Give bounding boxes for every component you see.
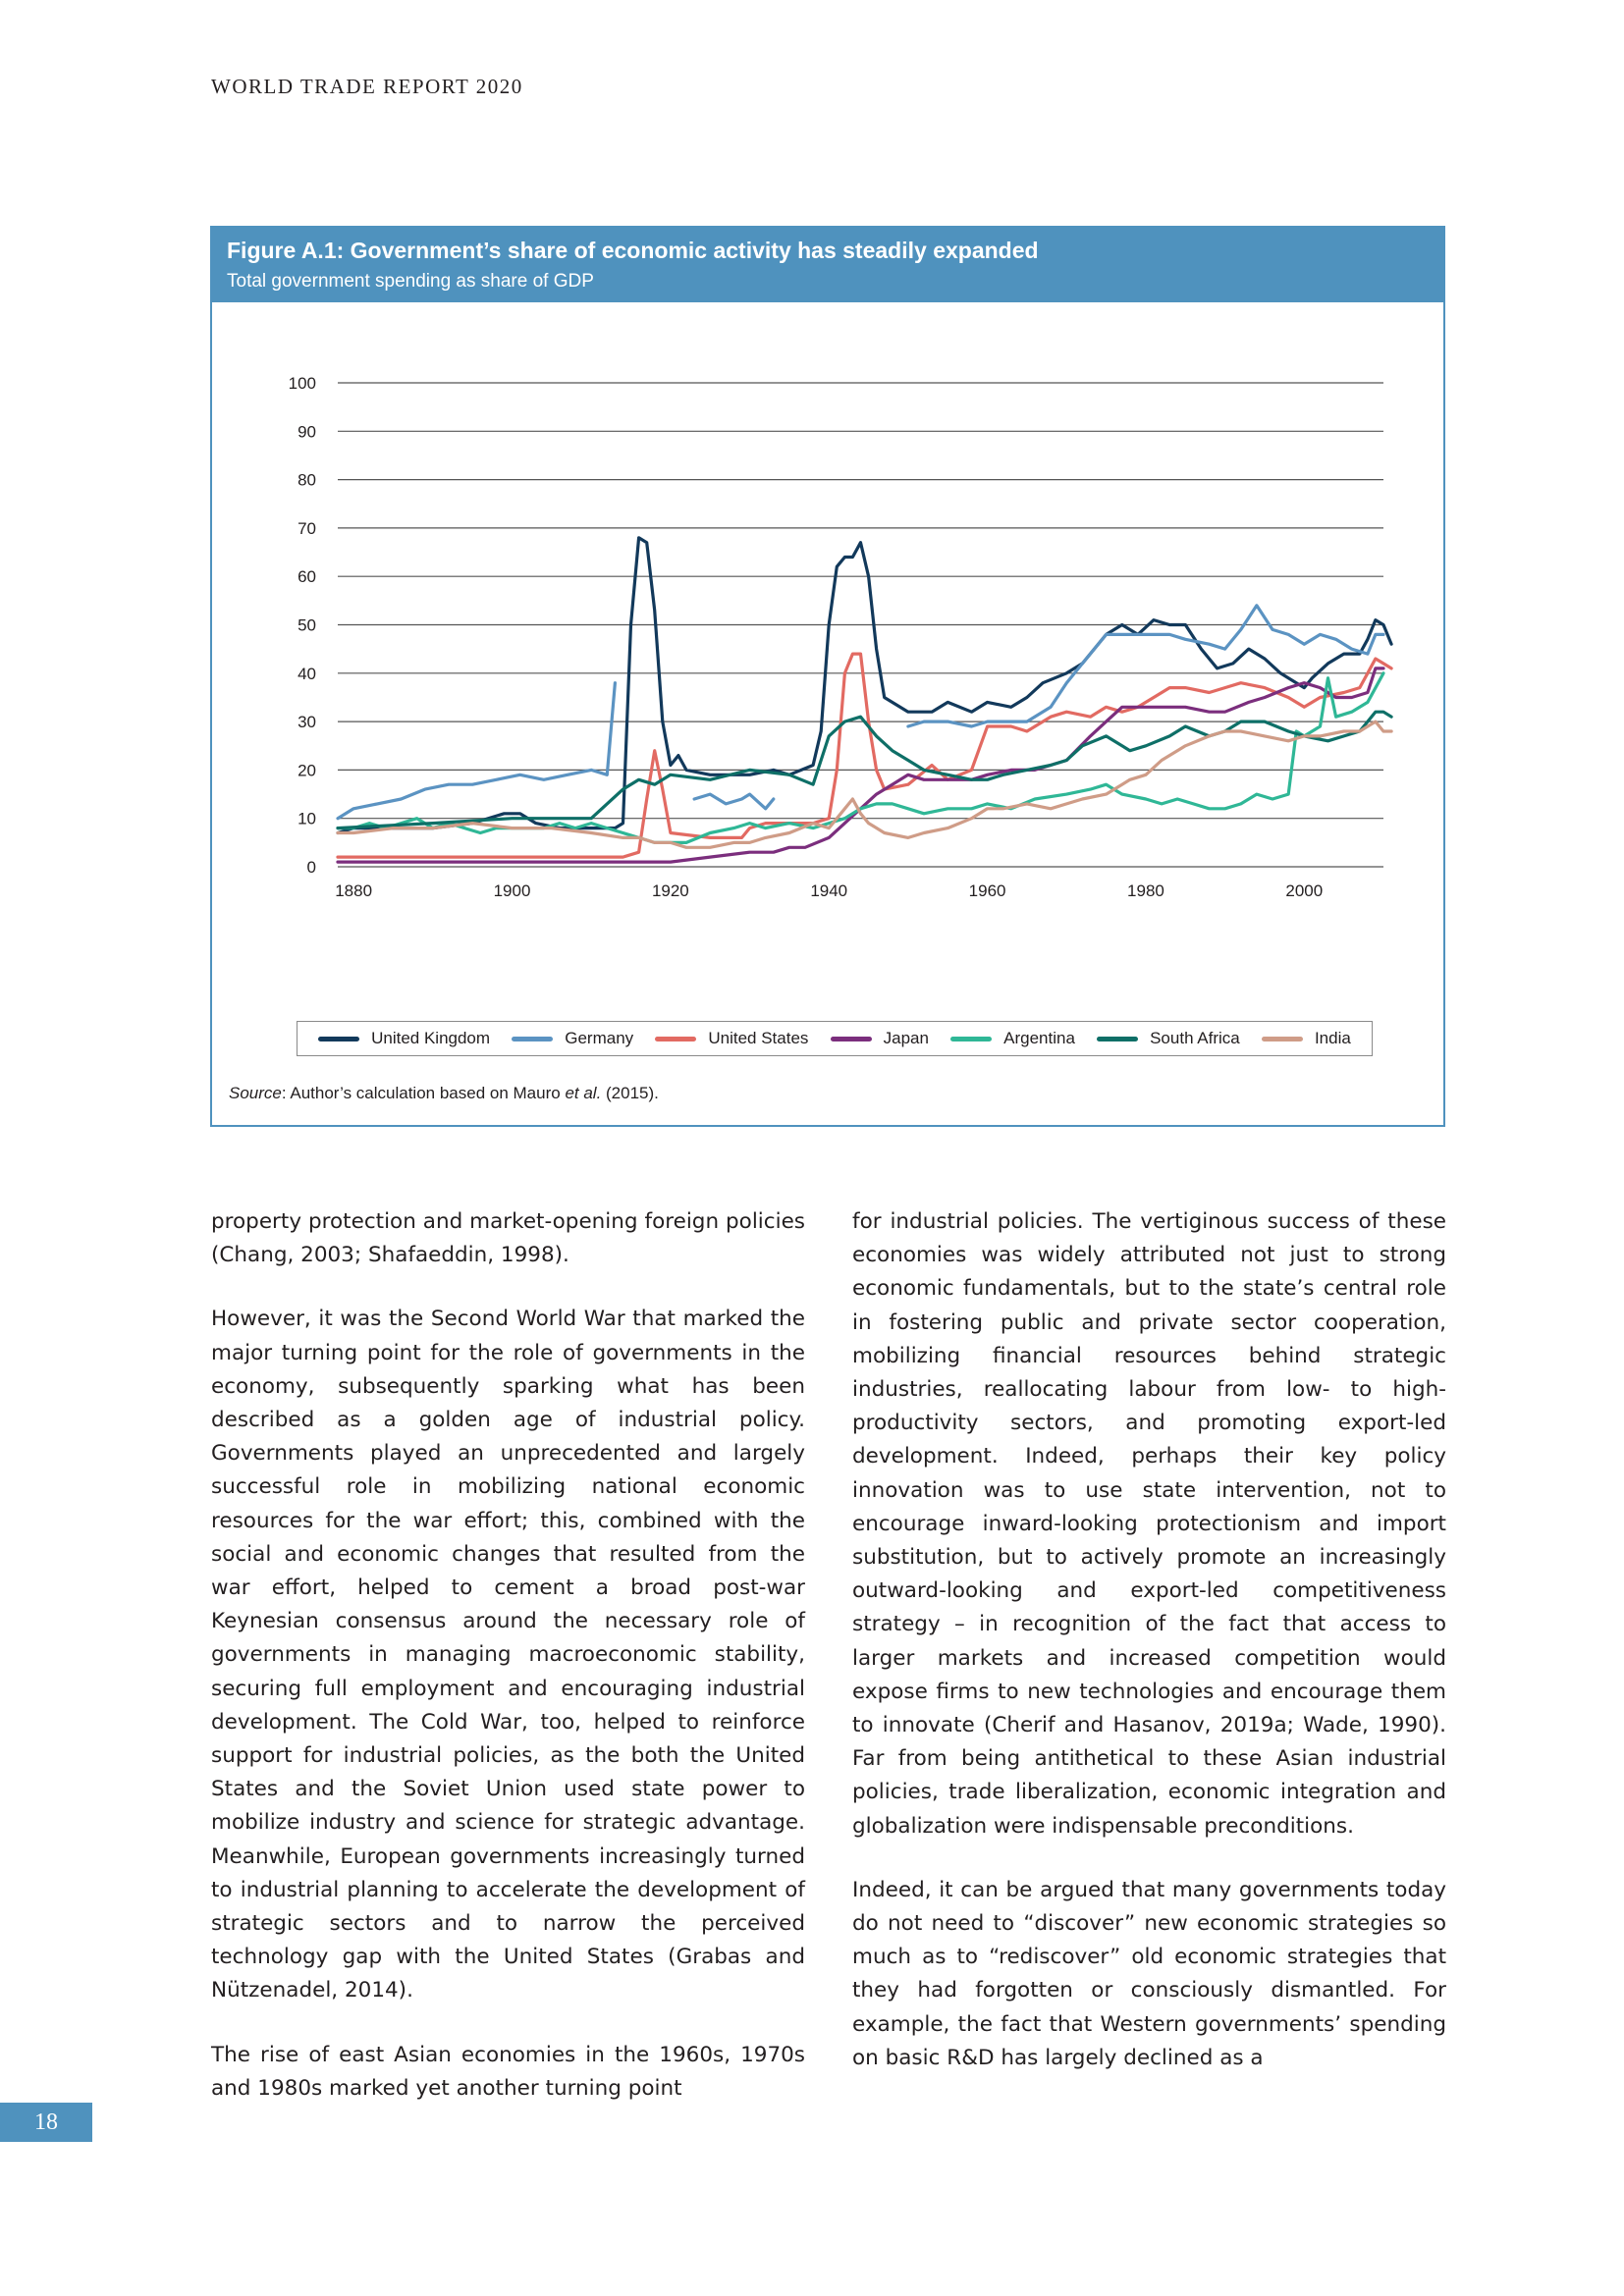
legend-item-japan: Japan [830,1029,929,1048]
legend-label: United States [708,1029,809,1047]
legend-swatch [950,1036,993,1041]
legend-item-argentina: Argentina [950,1029,1075,1048]
legend-item-south-africa: South Africa [1097,1029,1240,1048]
legend-swatch [1261,1036,1303,1041]
legend-label: Argentina [1003,1029,1075,1047]
x-tick-label: 2000 [1285,881,1323,900]
figure-title: Figure A.1: Government’s share of econom… [227,238,1039,263]
series-line-united-kingdom [336,536,1393,835]
legend-swatch [318,1036,360,1041]
x-tick-label: 1880 [335,881,372,900]
chart-legend: United Kingdom Germany United States Japan A… [297,1021,1373,1056]
series-line-india [336,720,1393,849]
y-tick-label: 90 [298,422,316,441]
series-line-japan [336,667,1385,864]
y-tick-label: 0 [307,858,316,877]
y-tick-label: 40 [298,665,316,683]
legend-label: South Africa [1150,1029,1240,1047]
body-column-right: for industrial policies. The vertiginous… [852,1205,1446,2106]
series-line-south-africa [336,710,1393,830]
body-column-left: property protection and market-opening f… [211,1205,805,2136]
paragraph: The rise of east Asian economies in the … [211,2042,805,2101]
x-tick-label: 1980 [1127,881,1164,900]
y-tick-label: 20 [298,761,316,779]
y-tick-label: 80 [298,471,316,490]
page-number: 18 [0,2103,92,2142]
x-tick-label: 1900 [494,881,531,900]
y-tick-label: 50 [298,616,316,635]
grid-layer: 0 10 20 30 40 50 60 70 80 90 100 1880 1900 1920 1940 19… [289,374,1383,900]
series-line-germany [336,681,617,821]
source-text: : Author’s calculation based on Mauro [281,1084,566,1102]
source-etal: et al. [565,1084,602,1102]
legend-label: Germany [565,1029,634,1047]
x-tick-label: 1920 [652,881,689,900]
legend-label: India [1314,1029,1351,1047]
figure-source: Source: Author’s calculation based on Ma… [229,1084,659,1103]
paragraph: property protection and market-opening f… [211,1209,805,1268]
y-tick-label: 30 [298,713,316,731]
figure-box: Figure A.1: Government’s share of econom… [210,226,1445,1127]
series-line-germany [692,792,776,811]
x-tick-label: 1960 [969,881,1006,900]
x-tick-label: 1940 [810,881,847,900]
legend-item-germany: Germany [512,1029,633,1048]
legend-item-india: India [1261,1029,1351,1048]
running-head: WORLD TRADE REPORT 2020 [211,75,523,98]
paragraph: Indeed, it can be argued that many gover… [852,1877,1446,2070]
legend-swatch [655,1036,697,1041]
y-tick-label: 70 [298,519,316,538]
source-label: Source [229,1084,282,1102]
series-line-united-states [336,652,1393,859]
series-line-germany [906,604,1385,728]
y-tick-label: 100 [289,374,316,393]
series-layer [336,536,1393,864]
legend-label: Japan [883,1029,929,1047]
paragraph: However, it was the Second World War tha… [211,1307,805,2003]
legend-swatch [1097,1036,1139,1041]
y-tick-label: 10 [298,810,316,828]
legend-item-united-kingdom: United Kingdom [318,1029,490,1048]
paragraph: for industrial policies. The vertiginous… [852,1209,1446,1839]
figure-subtitle: Total government spending as share of GD… [227,271,594,292]
legend-label: United Kingdom [371,1029,491,1047]
legend-swatch [512,1036,554,1041]
figure-header: Figure A.1: Government’s share of econom… [212,228,1443,302]
legend-item-united-states: United States [655,1029,808,1048]
source-end: (2015). [601,1084,659,1102]
legend-swatch [830,1036,872,1041]
line-chart: 0 10 20 30 40 50 60 70 80 90 100 1880 1900 1920 1940 19… [289,374,1393,900]
y-tick-label: 60 [298,567,316,586]
